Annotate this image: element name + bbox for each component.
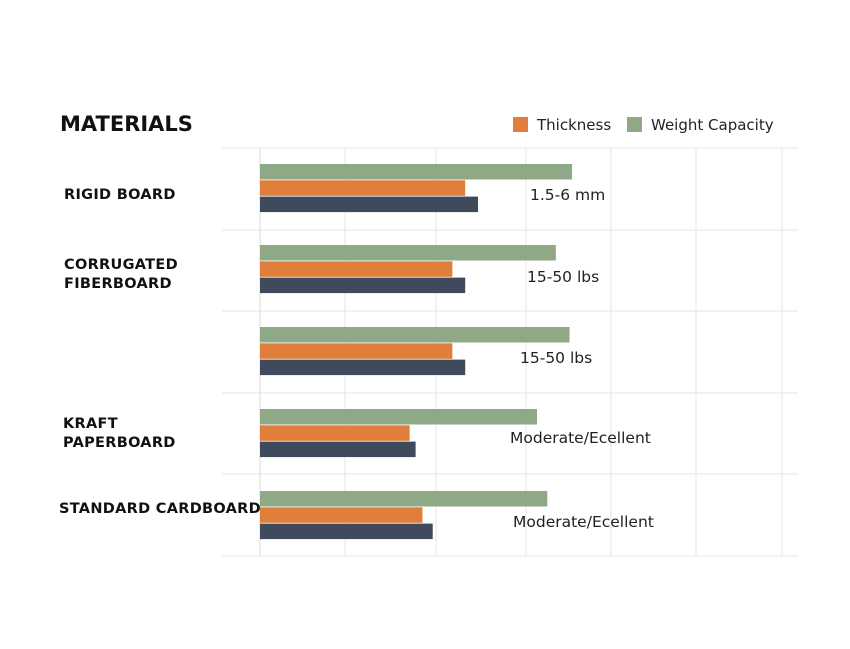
bar-weight-capacity-3 [260,409,538,425]
bar-weight-capacity-4 [260,491,548,507]
data-label-3: Moderate/Ecellent [510,429,651,447]
bar-weight-capacity-2 [260,327,570,343]
bar-thickness-1 [260,261,453,277]
category-label-1-0: CORRUGATED [64,257,178,273]
bar-weight-capacity-1 [260,245,556,261]
bar-third-series-2 [260,359,466,376]
category-labels: RIGID BOARD CORRUGATED FIBERBOARD KRAFT PAPE… [59,187,261,517]
data-label-4: Moderate/Ecellent [513,513,654,531]
category-label-1-1: FIBERBOARD [64,276,172,292]
data-label-1: 15-50 lbs [527,268,599,286]
bar-thickness-2 [260,343,453,359]
bar-thickness-0 [260,180,466,196]
chart-title: MATERIALS [60,112,193,136]
legend-swatch-1 [627,117,642,132]
data-label-2: 15-50 lbs [520,349,592,367]
legend-label-1: Weight Capacity [651,116,774,134]
bar-groups [260,164,573,540]
legend: Thickness Weight Capacity [513,116,774,134]
bar-thickness-3 [260,425,410,441]
legend-swatch-0 [513,117,528,132]
bar-weight-capacity-0 [260,164,573,180]
category-label-0-0: RIGID BOARD [64,187,176,203]
bar-third-series-3 [260,441,416,458]
category-label-3-1: PAPERBOARD [63,435,176,451]
bar-third-series-0 [260,196,479,213]
bar-thickness-4 [260,507,423,523]
bar-third-series-1 [260,277,466,294]
bar-third-series-4 [260,523,433,540]
legend-label-0: Thickness [536,116,611,134]
category-label-4-0: STANDARD CARDBOARD [59,501,261,517]
value-labels: 1.5-6 mm 15-50 lbs 15-50 lbs Moderate/Ecell… [510,186,654,531]
data-label-0: 1.5-6 mm [530,186,605,204]
category-label-3-0: KRAFT [63,416,118,432]
